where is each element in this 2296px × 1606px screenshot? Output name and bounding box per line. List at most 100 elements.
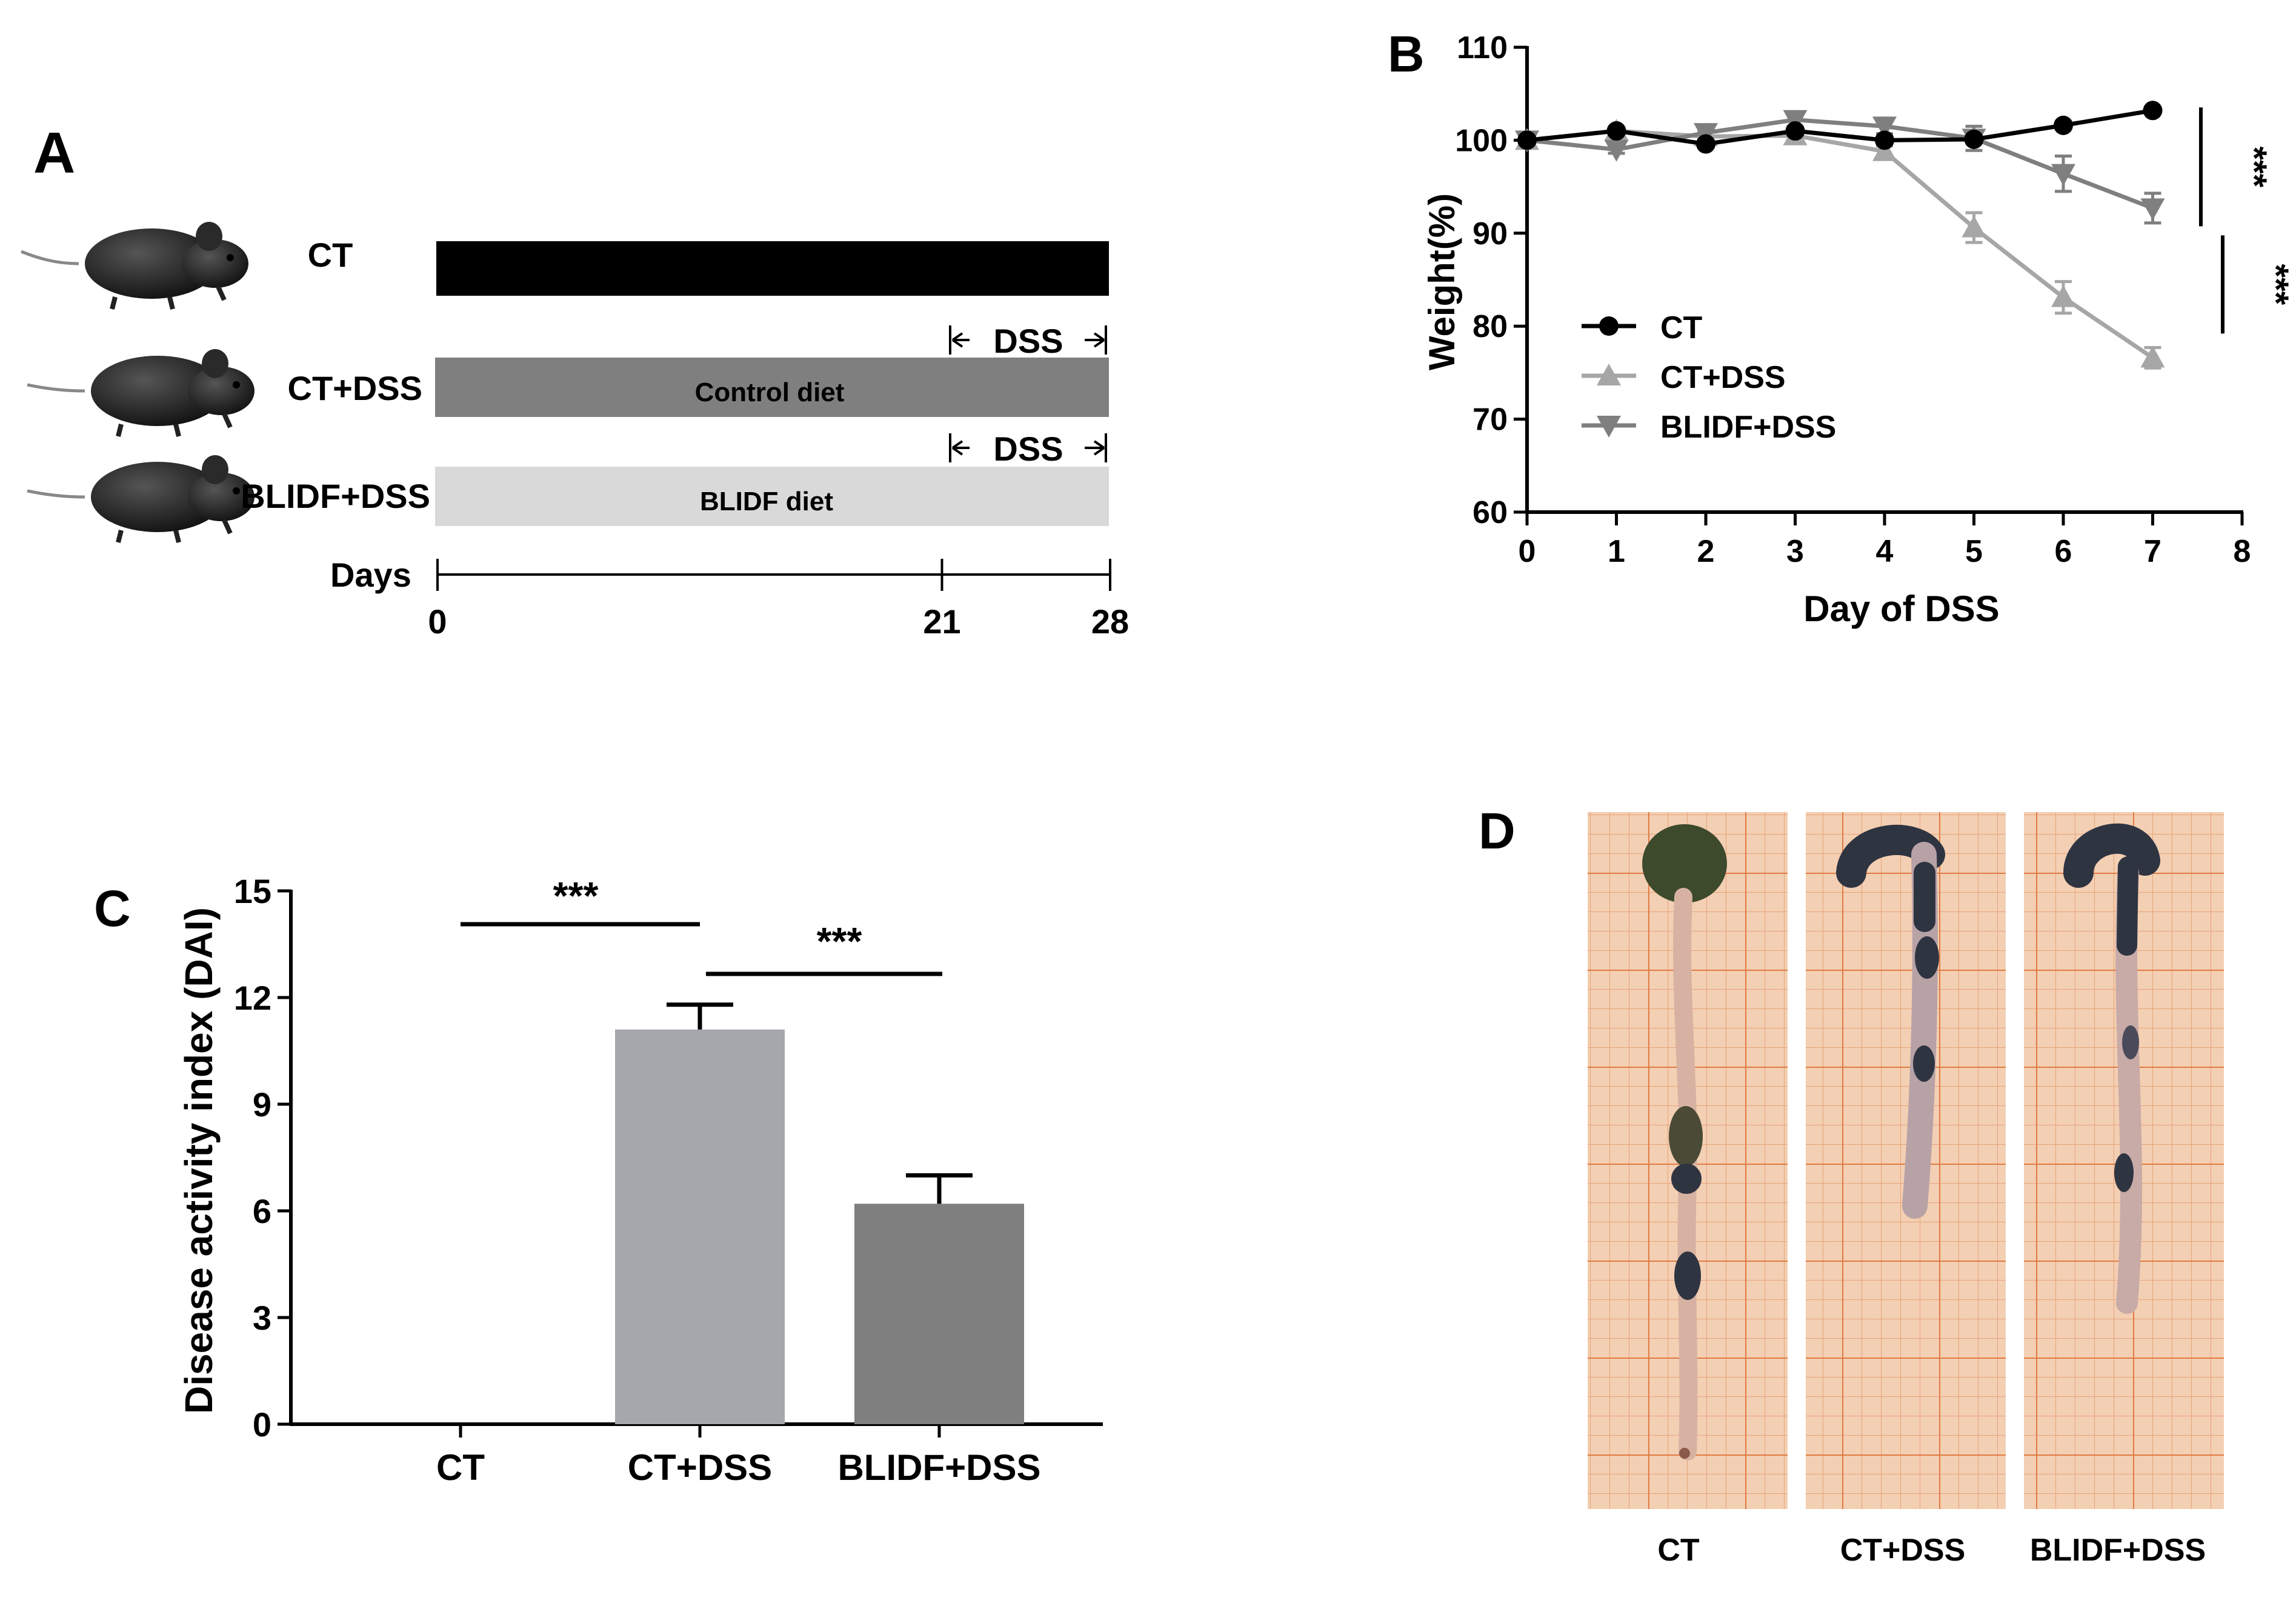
data-point [2054,115,2073,135]
y-axis-label: Disease activity index (DAI) [177,907,221,1414]
panel-a: A CT Control diet [21,121,1129,641]
x-tick-label: 5 [1965,534,1983,569]
y-tick-label: 90 [1472,216,1508,252]
legend-label: BLIDF+DSS [1660,410,1836,445]
significance-markers: *** *** [2199,107,2295,334]
series-ct [1517,101,2163,154]
mouse-icon [21,222,248,310]
data-point [2051,285,2075,307]
x-tick-label: 7 [2144,534,2161,569]
days-label: Days [330,556,411,594]
series-line [1526,108,2154,147]
group-label-ct-dss: CT+DSS [288,369,423,407]
y-tick-label: 6 [253,1192,271,1230]
timeline-tick-label: 0 [428,602,447,641]
timeline-ticks: 0 21 28 [428,559,1129,641]
panel-label-c: C [94,880,131,937]
x-tick-label: BLIDF+DSS [837,1447,1040,1488]
legend-label: CT [1660,310,1703,345]
data-point [1872,116,1897,139]
colon-photo-blidf-dss [2024,812,2224,1509]
timeline-tick-label: 21 [923,602,960,641]
significance-markers: *** *** [461,874,942,976]
data-point [1964,129,1984,149]
diet-bar-label: Control diet [692,252,842,282]
panel-label-a: A [33,121,75,185]
c-bars [615,1002,1024,1424]
x-tick-label: CT+DSS [628,1447,772,1488]
data-point [2051,164,2075,186]
mouse-icon [27,349,255,437]
data-point [1517,130,1537,150]
y-tick-label: 12 [234,979,271,1017]
data-point [2140,345,2165,368]
colon-photo-ct [1588,812,1788,1509]
data-point [1875,130,1894,150]
y-tick-label: 100 [1455,123,1508,158]
diet-bar-ct [436,241,1109,296]
data-point [1783,110,1808,132]
x-tick-label: 3 [1786,534,1804,569]
legend: CT CT+DSS BLIDF+DSS [1582,310,1836,445]
b-axes: 60 70 80 90 100 110 0 1 2 3 4 5 6 7 8 [1455,30,2251,569]
dss-bracket [949,325,1107,355]
x-tick-label: 4 [1876,534,1894,569]
x-axis-label: Day of DSS [1803,588,1999,629]
dss-bracket [949,433,1107,462]
diet-bar-ct-dss [435,358,1109,417]
y-tick-label: 70 [1472,402,1508,438]
y-tick-label: 15 [234,872,271,910]
x-tick-label: 1 [1608,534,1625,569]
data-point [1785,121,1805,141]
series-line [1526,118,2154,210]
error-bar [906,1173,973,1204]
bar [854,1204,1024,1424]
x-tick-label: 0 [1519,534,1536,569]
y-tick-label: 60 [1472,495,1508,530]
legend-label: CT+DSS [1660,360,1786,395]
x-tick-label: 6 [2055,534,2072,569]
y-axis-label: Weight(%) [1422,193,1462,370]
photo-label-ct: CT [1657,1533,1700,1568]
panel-label-b: B [1388,25,1425,82]
data-point [2140,198,2165,221]
panel-c: C Disease activity index (DAI) 0 3 6 9 12 15 C… [94,872,1103,1488]
mouse-icon [27,455,255,543]
data-point [1606,121,1626,141]
x-tick-label: CT [436,1447,485,1488]
data-point [2143,101,2163,121]
y-tick-label: 0 [253,1405,271,1444]
y-tick-label: 3 [253,1299,271,1337]
group-label-blidf-dss: BLIDF+DSS [241,477,430,515]
data-point [1604,139,1629,162]
photo-label-ct-dss: CT+DSS [1840,1533,1966,1568]
significance-label: *** [2234,146,2274,187]
panel-d: D [1479,802,2224,1568]
diet-bar-blidf-dss [435,467,1109,526]
photo-label-blidf-dss: BLIDF+DSS [2030,1533,2206,1568]
panel-label-d: D [1479,802,1516,859]
bar [615,1029,785,1424]
significance-label: *** [553,874,599,918]
legend-marker [1599,316,1619,336]
y-tick-label: 110 [1457,30,1508,65]
diet-bar-label: Control diet [695,378,845,407]
y-tick-label: 9 [253,1085,271,1124]
x-tick-label: 8 [2234,534,2251,569]
x-tick-label: 2 [1697,534,1715,569]
data-point [1872,139,1897,161]
dss-label: DSS [993,322,1063,360]
panel-b: B Weight(%) Day of DSS 60 70 80 90 100 110 0 1 2… [1388,25,2295,629]
b-series [1515,101,2165,370]
y-tick-label: 80 [1472,309,1508,344]
legend-marker [1597,416,1621,438]
diet-bar-label: BLIDF diet [700,487,833,516]
timeline-tick-label: 28 [1091,602,1129,641]
group-label-ct: CT [308,236,353,274]
data-point [1696,134,1715,154]
error-bar [667,1002,733,1030]
significance-label: *** [2256,264,2295,305]
dss-label: DSS [993,430,1063,468]
data-point [1694,123,1718,145]
